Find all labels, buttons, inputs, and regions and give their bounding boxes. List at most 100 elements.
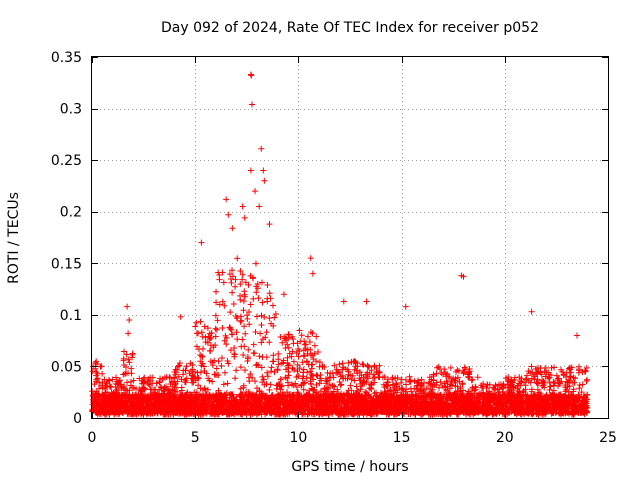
data-point (447, 364, 454, 371)
data-point (542, 373, 549, 380)
data-point (534, 380, 541, 387)
data-point (183, 363, 190, 370)
data-point (358, 383, 365, 390)
data-point (215, 387, 222, 394)
data-point (465, 373, 472, 380)
data-point (199, 333, 206, 340)
data-point (256, 353, 263, 360)
data-point (271, 314, 278, 321)
data-point (313, 372, 320, 379)
data-point (173, 384, 180, 391)
data-point (296, 327, 303, 334)
data-point (423, 385, 430, 392)
data-point (267, 381, 274, 388)
data-point (230, 300, 237, 307)
data-point (309, 330, 316, 337)
data-point (193, 319, 200, 326)
data-point (275, 350, 282, 357)
data-point (274, 366, 281, 373)
y-axis-label: ROTI / TECUs (6, 192, 22, 284)
data-point (219, 298, 226, 305)
x-axis-label: GPS time / hours (291, 459, 408, 475)
data-point (247, 371, 254, 378)
data-point (121, 348, 128, 355)
data-point (316, 363, 323, 370)
data-point (345, 387, 352, 394)
data-point (484, 382, 491, 389)
data-point (250, 341, 257, 348)
grid-lines (92, 57, 608, 418)
data-point (368, 386, 375, 393)
data-point (384, 376, 391, 383)
data-point (257, 330, 264, 337)
data-point (331, 362, 338, 369)
data-point (245, 309, 252, 316)
data-point (233, 367, 240, 374)
data-point (266, 315, 273, 322)
data-point (284, 354, 291, 361)
data-point (264, 281, 271, 288)
data-point (289, 365, 296, 372)
data-point (579, 369, 586, 376)
data-point (104, 389, 111, 396)
data-point (123, 351, 130, 358)
data-point (254, 385, 261, 392)
data-point (266, 290, 273, 297)
data-point (224, 358, 231, 365)
data-point (261, 313, 268, 320)
data-point (531, 376, 538, 383)
data-point (275, 361, 282, 368)
data-point (258, 279, 265, 286)
data-point (198, 362, 205, 369)
data-point (255, 295, 262, 302)
data-point (263, 329, 270, 336)
data-point (277, 376, 284, 383)
data-point (213, 288, 220, 295)
data-point (208, 329, 215, 336)
data-point (105, 377, 112, 384)
data-point (313, 333, 320, 340)
data-point (216, 301, 223, 308)
data-point (294, 368, 301, 375)
data-point (237, 268, 244, 275)
data-point (108, 383, 115, 390)
data-point (258, 339, 265, 346)
data-point (215, 358, 222, 365)
data-point (547, 383, 554, 390)
data-point (298, 332, 305, 339)
data-point (101, 376, 108, 383)
data-point (237, 318, 244, 325)
data-point (398, 376, 405, 383)
data-point (237, 281, 244, 288)
data-point (172, 371, 179, 378)
data-point (97, 363, 104, 370)
data-point (178, 376, 185, 383)
data-point (241, 343, 248, 350)
data-point (259, 299, 266, 306)
data-point (175, 363, 182, 370)
data-point (384, 387, 391, 394)
data-point (582, 367, 589, 374)
data-point (126, 359, 133, 366)
data-point (300, 352, 307, 359)
data-point (434, 364, 441, 371)
data-point (260, 376, 267, 383)
data-point (195, 374, 202, 381)
data-point (308, 381, 315, 388)
data-point (579, 381, 586, 388)
data-point (342, 365, 349, 372)
data-point (258, 312, 265, 319)
data-point (223, 341, 230, 348)
data-point (304, 333, 311, 340)
data-point (221, 369, 228, 376)
data-point (576, 367, 583, 374)
data-point (311, 350, 318, 357)
data-point (241, 367, 248, 374)
data-point (221, 302, 228, 309)
data-point (348, 376, 355, 383)
data-point (227, 309, 234, 316)
data-point (282, 345, 289, 352)
data-point (227, 347, 234, 354)
